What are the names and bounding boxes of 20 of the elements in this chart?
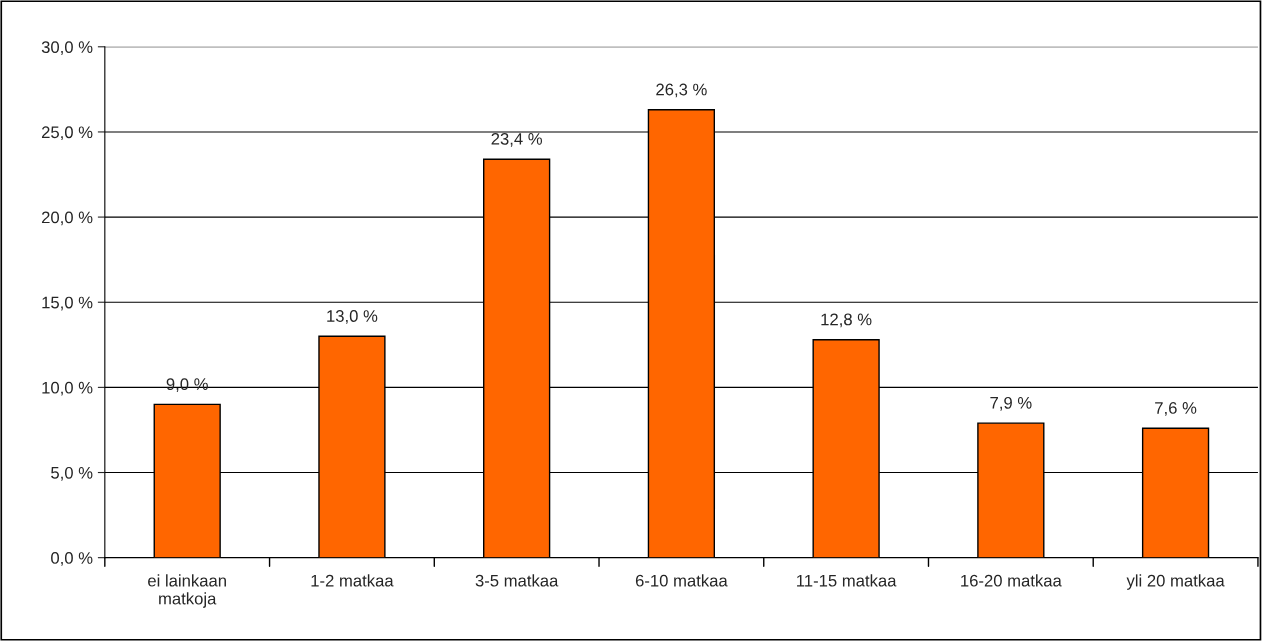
y-tick-label: 0,0 % — [51, 552, 93, 566]
data-label: 12,8 % — [821, 313, 872, 328]
y-tick-label: 5,0 % — [51, 466, 93, 481]
x-tick-label: 11-15 matkaa — [797, 574, 897, 587]
data-label: 13,0 % — [327, 310, 378, 324]
data-label: 26,3 % — [656, 83, 707, 98]
x-tick-label: 3-5 matkaa — [475, 574, 559, 587]
data-label: 7,6 % — [1155, 402, 1197, 416]
data-label: 23,4 % — [491, 132, 543, 147]
y-tick-label: 20,0 % — [41, 211, 93, 226]
data-label: 7,9 % — [990, 396, 1032, 411]
y-tick-label: 10,0 % — [42, 381, 93, 396]
x-tick-label: 6-10 matkaa — [635, 574, 728, 587]
x-tick-label: 1-2 matkaa — [311, 574, 394, 587]
x-tick-label: 16-20 matkaa — [961, 574, 1062, 587]
x-tick-label: yli 20 matkaa — [1126, 574, 1225, 590]
y-tick-label: 25,0 % — [41, 126, 93, 141]
x-tick-label: ei lainkaan matkoja — [148, 574, 226, 608]
y-tick-label: 30,0 % — [41, 41, 93, 55]
y-tick-label: 15,0 % — [42, 296, 93, 311]
